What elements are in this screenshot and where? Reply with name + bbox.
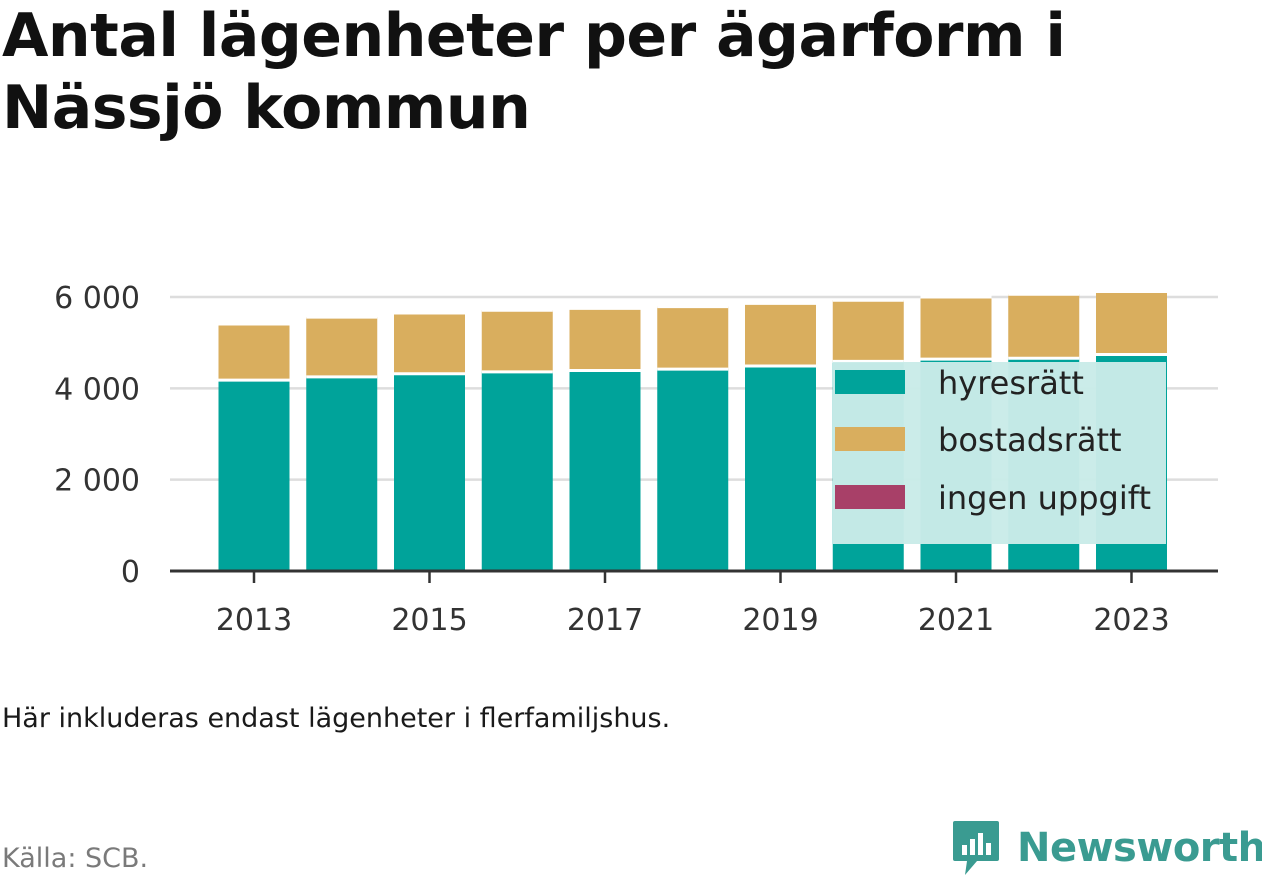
source-credit: Källa: SCB.: [2, 843, 149, 874]
legend-swatch-bostadsratt: [835, 427, 905, 451]
legend: hyresrätt bostadsrätt ingen uppgift: [835, 364, 1151, 517]
x-tick-label: 2021: [918, 603, 994, 638]
bar-hyresratt-2019: [745, 365, 816, 571]
bar-bostadsratt-2023: [1096, 291, 1167, 355]
brand-name: Newsworthy: [1017, 825, 1262, 871]
bar-bostadsratt-2017: [569, 308, 641, 371]
bar-chart-speech-bubble-icon: [953, 821, 999, 875]
bar-bostadsratt-2018: [657, 306, 729, 370]
bar-hyresratt-2015: [394, 373, 465, 571]
stacked-bar-chart: 0 2 000 4 000 6 000 hyresrätt bostadsrätt ing…: [54, 281, 1218, 638]
x-tick-label: 2017: [567, 603, 643, 638]
y-tick-label: 4 000: [54, 372, 140, 407]
bar-bostadsratt-2022: [1008, 294, 1080, 359]
legend-label-hyresratt: hyresrätt: [938, 364, 1084, 402]
bar-hyresratt-2017: [569, 370, 641, 571]
bar-bostadsratt-2014: [306, 317, 378, 377]
x-tick-label: 2015: [391, 603, 467, 638]
bar-hyresratt-2018: [657, 369, 729, 571]
bar-hyresratt-2014: [306, 376, 378, 571]
legend-label-bostadsratt: bostadsrätt: [938, 421, 1122, 459]
legend-swatch-ingen_uppgift: [835, 485, 905, 509]
chart-note: Här inkluderas endast lägenheter i flerf…: [2, 703, 671, 734]
axes: 2013 2015 2017 2019 2021 2023: [170, 569, 1218, 638]
newsworthy-logo: Newsworthy: [951, 818, 1262, 878]
y-tick-label: 6 000: [54, 281, 140, 316]
y-tick-label: 0: [121, 555, 140, 590]
bar-bostadsratt-2016: [481, 310, 553, 372]
bar-bostadsratt-2019: [745, 303, 816, 366]
bar-bostadsratt-2020: [832, 300, 904, 362]
x-tick-label: 2019: [742, 603, 818, 638]
bar-bostadsratt-2021: [920, 297, 992, 360]
bar-hyresratt-2016: [481, 371, 553, 571]
legend-label-ingen_uppgift: ingen uppgift: [938, 479, 1151, 517]
legend-swatch-hyresratt: [835, 370, 905, 394]
y-tick-label: 2 000: [54, 464, 140, 499]
x-tick-label: 2023: [1093, 603, 1169, 638]
bar-hyresratt-2013: [218, 380, 290, 571]
x-tick-label: 2013: [216, 603, 292, 638]
chart-title: Antal lägenheter per ägarform i Nässjö k…: [2, 1, 1066, 143]
bar-bostadsratt-2015: [394, 312, 465, 374]
bar-bostadsratt-2013: [218, 323, 290, 381]
